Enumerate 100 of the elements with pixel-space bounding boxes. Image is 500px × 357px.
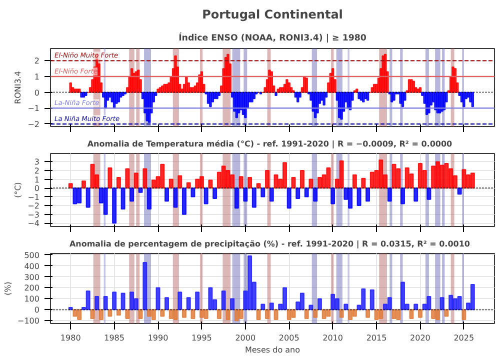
bar — [313, 309, 318, 318]
bar — [248, 177, 252, 189]
bar — [116, 309, 121, 316]
bar — [462, 169, 466, 189]
y-tick-label: −100 — [18, 316, 40, 326]
bar — [116, 177, 121, 189]
bar — [274, 174, 278, 189]
bar — [98, 309, 104, 320]
y-tick-label: 200 — [24, 284, 40, 293]
x-tick-label: 1990 — [148, 334, 168, 342]
x-tick-label: 2015 — [366, 334, 387, 342]
bar — [86, 188, 90, 208]
bar — [204, 309, 208, 319]
x-tick-label: 2025 — [454, 334, 474, 342]
bar — [370, 172, 374, 189]
bar — [204, 188, 208, 204]
x-tick-label: 1980 — [60, 334, 81, 342]
bar — [352, 174, 357, 189]
bar — [392, 309, 396, 319]
y-tick-label: 3 — [34, 158, 40, 167]
bar — [226, 309, 230, 320]
bar — [300, 292, 304, 310]
bar — [147, 309, 152, 317]
x-tick-label: 2020 — [410, 334, 430, 342]
y-tick-label: −2 — [28, 120, 40, 129]
bar — [256, 183, 261, 189]
y-tick-label: 400 — [24, 262, 40, 271]
bar — [361, 288, 366, 310]
bar — [322, 309, 326, 319]
bar — [330, 188, 336, 204]
bar — [291, 177, 296, 189]
bar — [208, 287, 213, 310]
bar — [260, 188, 266, 198]
bar — [125, 168, 130, 189]
bar — [208, 180, 213, 189]
bar — [138, 309, 143, 319]
bar — [282, 287, 287, 310]
bar — [164, 297, 169, 310]
bar — [138, 188, 143, 193]
bar — [370, 289, 374, 310]
bar — [190, 309, 196, 319]
y-axis-title: (%) — [4, 282, 13, 296]
bar — [366, 188, 370, 202]
bar — [190, 188, 196, 198]
bar — [212, 188, 218, 200]
bar — [444, 309, 449, 317]
bar — [404, 167, 410, 189]
bar — [313, 188, 318, 202]
bar — [72, 188, 78, 204]
bar — [282, 162, 287, 189]
chart-title: Anomalia de Temperatura média (°C) - ref. 1991-2020 | R = −0.0009, R² = 0.0000 — [87, 140, 453, 148]
bar — [160, 164, 165, 189]
bar — [130, 292, 134, 310]
y-tick-label: 0 — [34, 306, 40, 315]
x-axis-title: Meses do ano — [244, 346, 300, 354]
bar — [256, 309, 261, 320]
bar — [120, 188, 126, 210]
bar — [435, 309, 440, 320]
bar — [462, 309, 466, 320]
bar — [112, 292, 117, 310]
bar — [120, 292, 126, 310]
bar — [168, 178, 174, 189]
y-tick-label: 2 — [34, 166, 40, 176]
bar — [134, 172, 138, 189]
bar — [414, 188, 418, 202]
bar — [326, 167, 331, 189]
bar — [387, 297, 392, 310]
bar — [151, 309, 156, 320]
bar — [265, 170, 270, 189]
bar — [378, 159, 384, 189]
bar — [90, 309, 95, 319]
bar — [238, 309, 244, 319]
bar — [344, 304, 348, 310]
bar — [304, 188, 309, 198]
bar — [260, 304, 266, 310]
y-tick-label: 1 — [34, 175, 40, 184]
bar — [296, 188, 300, 200]
bar — [400, 188, 405, 204]
bar — [265, 309, 270, 319]
y-tick-label: 0 — [34, 88, 40, 98]
bar — [470, 172, 475, 189]
y-tick-label: −2 — [28, 202, 40, 211]
bar — [269, 188, 274, 202]
bar — [304, 309, 309, 319]
bar — [173, 309, 178, 320]
bar — [308, 178, 314, 189]
y-tick-label: 1 — [34, 72, 40, 82]
bar — [339, 309, 344, 318]
y-tick-label: 500 — [24, 250, 40, 260]
bar — [238, 176, 244, 189]
bar — [448, 294, 454, 310]
chart-title: Portugal Continental — [202, 8, 343, 22]
x-tick-label: 1995 — [192, 334, 212, 342]
bar — [178, 292, 182, 310]
bar — [387, 188, 392, 202]
bar — [81, 180, 86, 189]
y-tick-label: 2 — [34, 56, 40, 66]
bar — [230, 298, 235, 310]
bar — [334, 298, 340, 310]
bar — [86, 290, 90, 310]
